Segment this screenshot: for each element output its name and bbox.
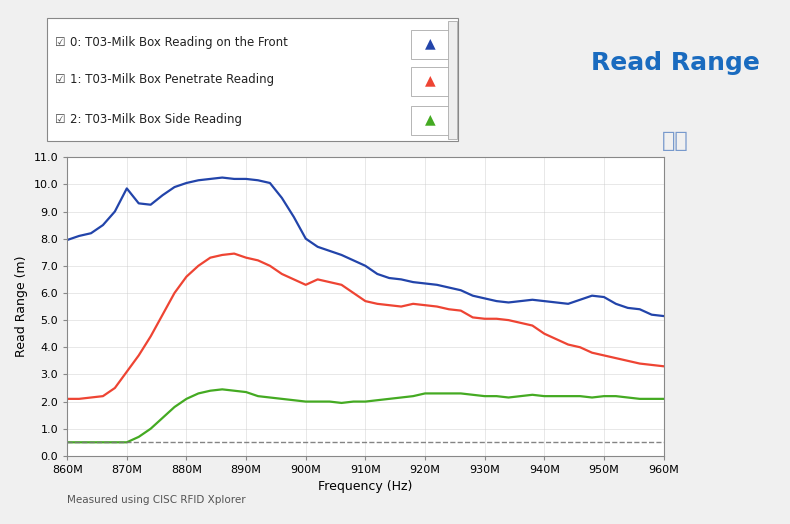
Text: ☑: ☑ bbox=[55, 113, 66, 126]
Text: ☑: ☑ bbox=[55, 37, 66, 49]
Text: ▲: ▲ bbox=[425, 36, 436, 50]
Text: Measured using CISC RFID Xplorer: Measured using CISC RFID Xplorer bbox=[67, 495, 246, 505]
Text: Read Range: Read Range bbox=[591, 51, 760, 75]
X-axis label: Frequency (Hz): Frequency (Hz) bbox=[318, 481, 412, 494]
Text: 2: T03-Milk Box Side Reading: 2: T03-Milk Box Side Reading bbox=[70, 113, 242, 126]
Text: 1: T03-Milk Box Penetrate Reading: 1: T03-Milk Box Penetrate Reading bbox=[70, 73, 273, 86]
Y-axis label: Read Range (m): Read Range (m) bbox=[15, 256, 28, 357]
Text: ☑: ☑ bbox=[55, 73, 66, 86]
Text: ▲: ▲ bbox=[425, 73, 436, 87]
Text: ▲: ▲ bbox=[425, 112, 436, 126]
Text: 读距: 读距 bbox=[662, 132, 689, 151]
Text: 0: T03-Milk Box Reading on the Front: 0: T03-Milk Box Reading on the Front bbox=[70, 37, 288, 49]
